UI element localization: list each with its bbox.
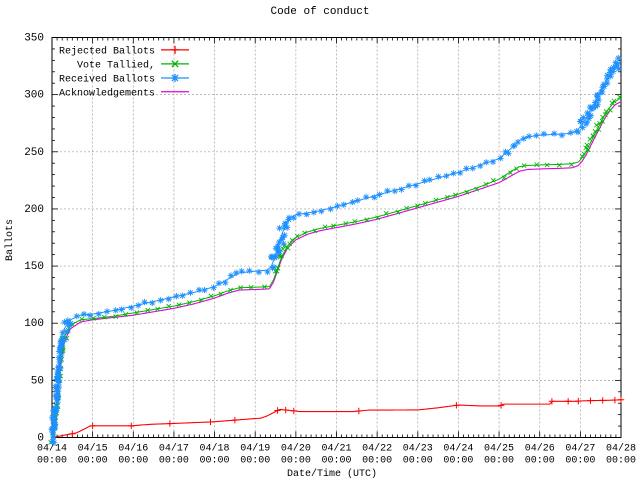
svg-text:Rejected Ballots: Rejected Ballots [59,45,155,57]
svg-text:04/15: 04/15 [78,443,108,455]
svg-text:04/20: 04/20 [281,443,311,455]
svg-text:04/23: 04/23 [403,443,433,455]
svg-text:00:00: 00:00 [321,456,351,467]
svg-text:250: 250 [24,147,44,159]
svg-text:00:00: 00:00 [240,456,270,467]
svg-text:00:00: 00:00 [78,456,108,467]
svg-text:Code of conduct: Code of conduct [270,6,369,18]
svg-text:00:00: 00:00 [484,456,514,467]
svg-text:04/25: 04/25 [484,443,514,455]
svg-text:04/21: 04/21 [321,443,351,455]
svg-text:350: 350 [24,33,44,45]
svg-text:04/27: 04/27 [565,443,595,455]
svg-text:50: 50 [31,375,44,387]
svg-text:Vote Tallied,: Vote Tallied, [77,59,155,71]
svg-text:00:00: 00:00 [606,456,636,467]
svg-text:04/28: 04/28 [606,443,636,455]
svg-text:00:00: 00:00 [403,456,433,467]
svg-text:00:00: 00:00 [118,456,148,467]
svg-text:04/24: 04/24 [443,443,473,455]
svg-text:Acknowledgements: Acknowledgements [59,87,155,99]
svg-text:04/19: 04/19 [240,443,270,455]
svg-text:Ballots: Ballots [4,219,16,261]
svg-text:Received Ballots: Received Ballots [59,74,155,86]
svg-text:00:00: 00:00 [200,456,230,467]
svg-text:00:00: 00:00 [37,456,67,467]
svg-text:00:00: 00:00 [443,456,473,467]
svg-text:200: 200 [24,204,44,216]
svg-text:00:00: 00:00 [281,456,311,467]
svg-text:100: 100 [24,318,44,330]
svg-text:Date/Time (UTC): Date/Time (UTC) [287,468,377,480]
svg-text:00:00: 00:00 [565,456,595,467]
svg-text:150: 150 [24,261,44,273]
svg-text:00:00: 00:00 [362,456,392,467]
svg-text:04/26: 04/26 [525,443,555,455]
svg-text:04/16: 04/16 [118,443,148,455]
svg-text:04/18: 04/18 [200,443,230,455]
svg-text:00:00: 00:00 [159,456,189,467]
svg-text:04/22: 04/22 [362,443,392,455]
svg-text:04/17: 04/17 [159,443,189,455]
svg-text:300: 300 [24,90,44,102]
svg-text:00:00: 00:00 [525,456,555,467]
